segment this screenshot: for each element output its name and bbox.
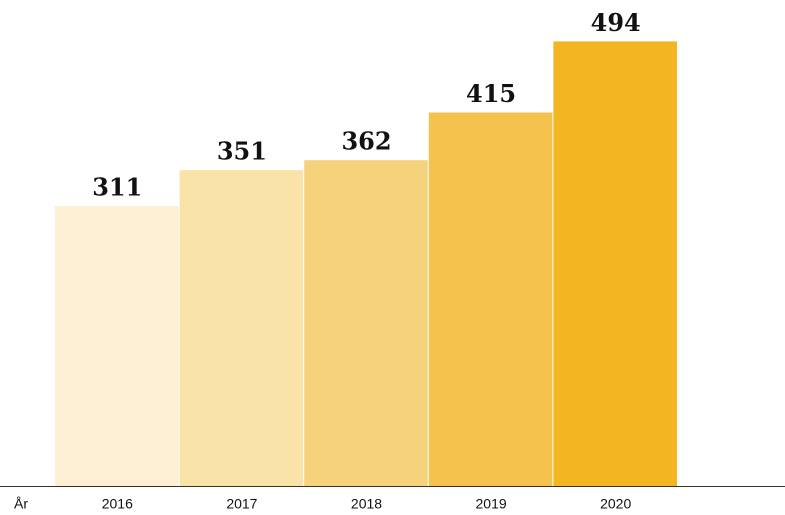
x-axis-label: År xyxy=(14,496,28,512)
bar xyxy=(179,170,304,486)
bar xyxy=(55,206,179,486)
value-label: 311 xyxy=(92,173,142,202)
bar xyxy=(304,160,428,486)
value-label: 494 xyxy=(591,8,641,37)
bar xyxy=(428,112,553,486)
x-tick-label: 2017 xyxy=(226,496,257,512)
x-tick-label: 2018 xyxy=(351,496,382,512)
value-label: 415 xyxy=(466,79,516,108)
x-tick-label: 2016 xyxy=(102,496,133,512)
x-tick-label: 2020 xyxy=(600,496,631,512)
value-label: 362 xyxy=(341,127,391,156)
bar xyxy=(553,41,677,487)
x-tick-label: 2019 xyxy=(476,496,507,512)
value-label: 351 xyxy=(217,137,267,166)
